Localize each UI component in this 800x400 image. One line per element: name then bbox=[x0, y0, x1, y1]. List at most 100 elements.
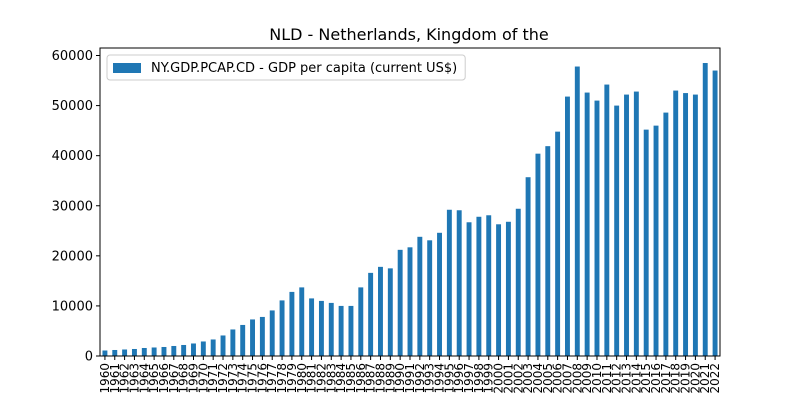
x-tick-label-1969: 1969 bbox=[186, 363, 200, 394]
x-tick-label-1987: 1987 bbox=[364, 363, 378, 394]
x-tick-label-2013: 2013 bbox=[620, 363, 634, 394]
x-tick-label-1992: 1992 bbox=[413, 363, 427, 394]
x-tick-label-2018: 2018 bbox=[669, 363, 683, 394]
x-tick-label-1986: 1986 bbox=[354, 363, 368, 394]
x-tick-label-1990: 1990 bbox=[393, 363, 407, 394]
bar-2004 bbox=[535, 153, 541, 356]
x-tick-label-1977: 1977 bbox=[265, 363, 279, 394]
bar-1994 bbox=[437, 232, 442, 356]
x-tick-label-2007: 2007 bbox=[560, 363, 574, 394]
y-tick-label-10000: 10000 bbox=[52, 299, 93, 314]
bar-1974 bbox=[240, 324, 246, 356]
x-tick-label-2021: 2021 bbox=[698, 363, 712, 394]
bar-1966 bbox=[161, 346, 167, 356]
bar-1976 bbox=[259, 316, 265, 356]
bar-2022 bbox=[712, 70, 718, 356]
x-tick-label-2019: 2019 bbox=[679, 363, 693, 394]
bar-1998 bbox=[476, 216, 482, 356]
bars-group bbox=[102, 63, 718, 357]
x-tick-label-1972: 1972 bbox=[216, 363, 230, 394]
bar-2015 bbox=[643, 129, 649, 356]
x-tick-label-1966: 1966 bbox=[157, 363, 171, 394]
bar-1962 bbox=[122, 349, 128, 356]
bar-1965 bbox=[151, 347, 157, 356]
x-tick-label-1998: 1998 bbox=[472, 363, 486, 394]
bar-1987 bbox=[368, 272, 374, 356]
bar-2010 bbox=[594, 100, 600, 356]
legend: NY.GDP.PCAP.CD - GDP per capita (current… bbox=[106, 54, 466, 81]
bar-2011 bbox=[604, 84, 610, 356]
x-tick-label-1993: 1993 bbox=[423, 363, 437, 394]
x-tick-label-2000: 2000 bbox=[492, 363, 506, 394]
bar-1970 bbox=[200, 341, 206, 356]
bar-1990 bbox=[397, 249, 403, 356]
x-tick-label-1980: 1980 bbox=[295, 363, 309, 394]
x-tick-label-2001: 2001 bbox=[501, 363, 515, 394]
x-tick-label-1971: 1971 bbox=[206, 363, 220, 394]
x-tick-label-2003: 2003 bbox=[521, 363, 535, 394]
bar-1988 bbox=[378, 266, 383, 356]
x-tick-label-1984: 1984 bbox=[334, 363, 348, 394]
bar-1961 bbox=[112, 349, 118, 356]
y-tick-label-60000: 60000 bbox=[52, 49, 93, 64]
bar-1991 bbox=[407, 247, 413, 356]
plot-frame bbox=[99, 47, 721, 357]
bar-2003 bbox=[525, 177, 531, 356]
x-tick-label-1962: 1962 bbox=[118, 363, 132, 394]
bar-2018 bbox=[673, 90, 679, 356]
x-tick-label-2015: 2015 bbox=[639, 363, 653, 394]
x-tick-label-1989: 1989 bbox=[383, 363, 397, 394]
legend-label: NY.GDP.PCAP.CD - GDP per capita (current… bbox=[151, 61, 457, 76]
bar-1982 bbox=[318, 300, 324, 356]
x-tick-label-1965: 1965 bbox=[147, 363, 161, 394]
bar-1971 bbox=[210, 339, 216, 356]
bar-2021 bbox=[702, 63, 708, 357]
x-tick-label-2008: 2008 bbox=[570, 363, 584, 394]
x-axis: 1960196119621963196419651966196719681969… bbox=[98, 356, 722, 394]
bar-2001 bbox=[505, 221, 511, 356]
x-tick-label-1999: 1999 bbox=[482, 363, 496, 394]
bar-1983 bbox=[328, 302, 334, 356]
x-tick-label-1961: 1961 bbox=[108, 363, 122, 394]
bar-1984 bbox=[338, 305, 344, 356]
bar-2005 bbox=[545, 146, 551, 356]
x-tick-label-1978: 1978 bbox=[275, 363, 289, 394]
x-tick-label-1970: 1970 bbox=[196, 363, 210, 394]
bar-1979 bbox=[289, 291, 295, 356]
bar-1964 bbox=[141, 347, 147, 356]
y-tick-label-40000: 40000 bbox=[52, 149, 93, 164]
bar-1986 bbox=[358, 287, 364, 356]
bar-1972 bbox=[220, 335, 226, 356]
bar-2009 bbox=[584, 92, 590, 356]
x-tick-label-1983: 1983 bbox=[324, 363, 338, 394]
bar-1977 bbox=[269, 310, 275, 356]
bar-1993 bbox=[427, 240, 433, 356]
y-tick-label-0: 0 bbox=[85, 350, 93, 365]
bar-1968 bbox=[181, 344, 187, 356]
x-tick-label-1979: 1979 bbox=[285, 363, 299, 394]
bar-1975 bbox=[250, 319, 255, 356]
bar-2007 bbox=[565, 96, 570, 356]
x-tick-label-2009: 2009 bbox=[580, 363, 594, 394]
y-axis: 0 10000 20000 30000 40000 50000 60000 bbox=[52, 49, 100, 365]
x-tick-label-1963: 1963 bbox=[127, 363, 141, 394]
bar-1967 bbox=[171, 345, 177, 356]
legend-swatch bbox=[113, 63, 141, 73]
bar-1969 bbox=[191, 343, 196, 356]
x-tick-label-1988: 1988 bbox=[373, 363, 387, 394]
x-tick-label-1975: 1975 bbox=[246, 363, 260, 394]
x-tick-label-2014: 2014 bbox=[629, 363, 643, 394]
bar-1985 bbox=[348, 305, 354, 356]
x-tick-label-1994: 1994 bbox=[433, 363, 447, 394]
x-tick-label-2006: 2006 bbox=[551, 363, 565, 394]
x-tick-label-2002: 2002 bbox=[511, 363, 525, 394]
x-tick-label-2020: 2020 bbox=[688, 363, 702, 394]
bar-1980 bbox=[299, 287, 305, 356]
bar-2019 bbox=[683, 93, 689, 356]
x-tick-label-1996: 1996 bbox=[452, 363, 466, 394]
x-tick-label-1997: 1997 bbox=[462, 363, 476, 394]
x-tick-label-1982: 1982 bbox=[314, 363, 328, 394]
bar-1997 bbox=[466, 222, 472, 356]
bar-2020 bbox=[692, 94, 698, 356]
